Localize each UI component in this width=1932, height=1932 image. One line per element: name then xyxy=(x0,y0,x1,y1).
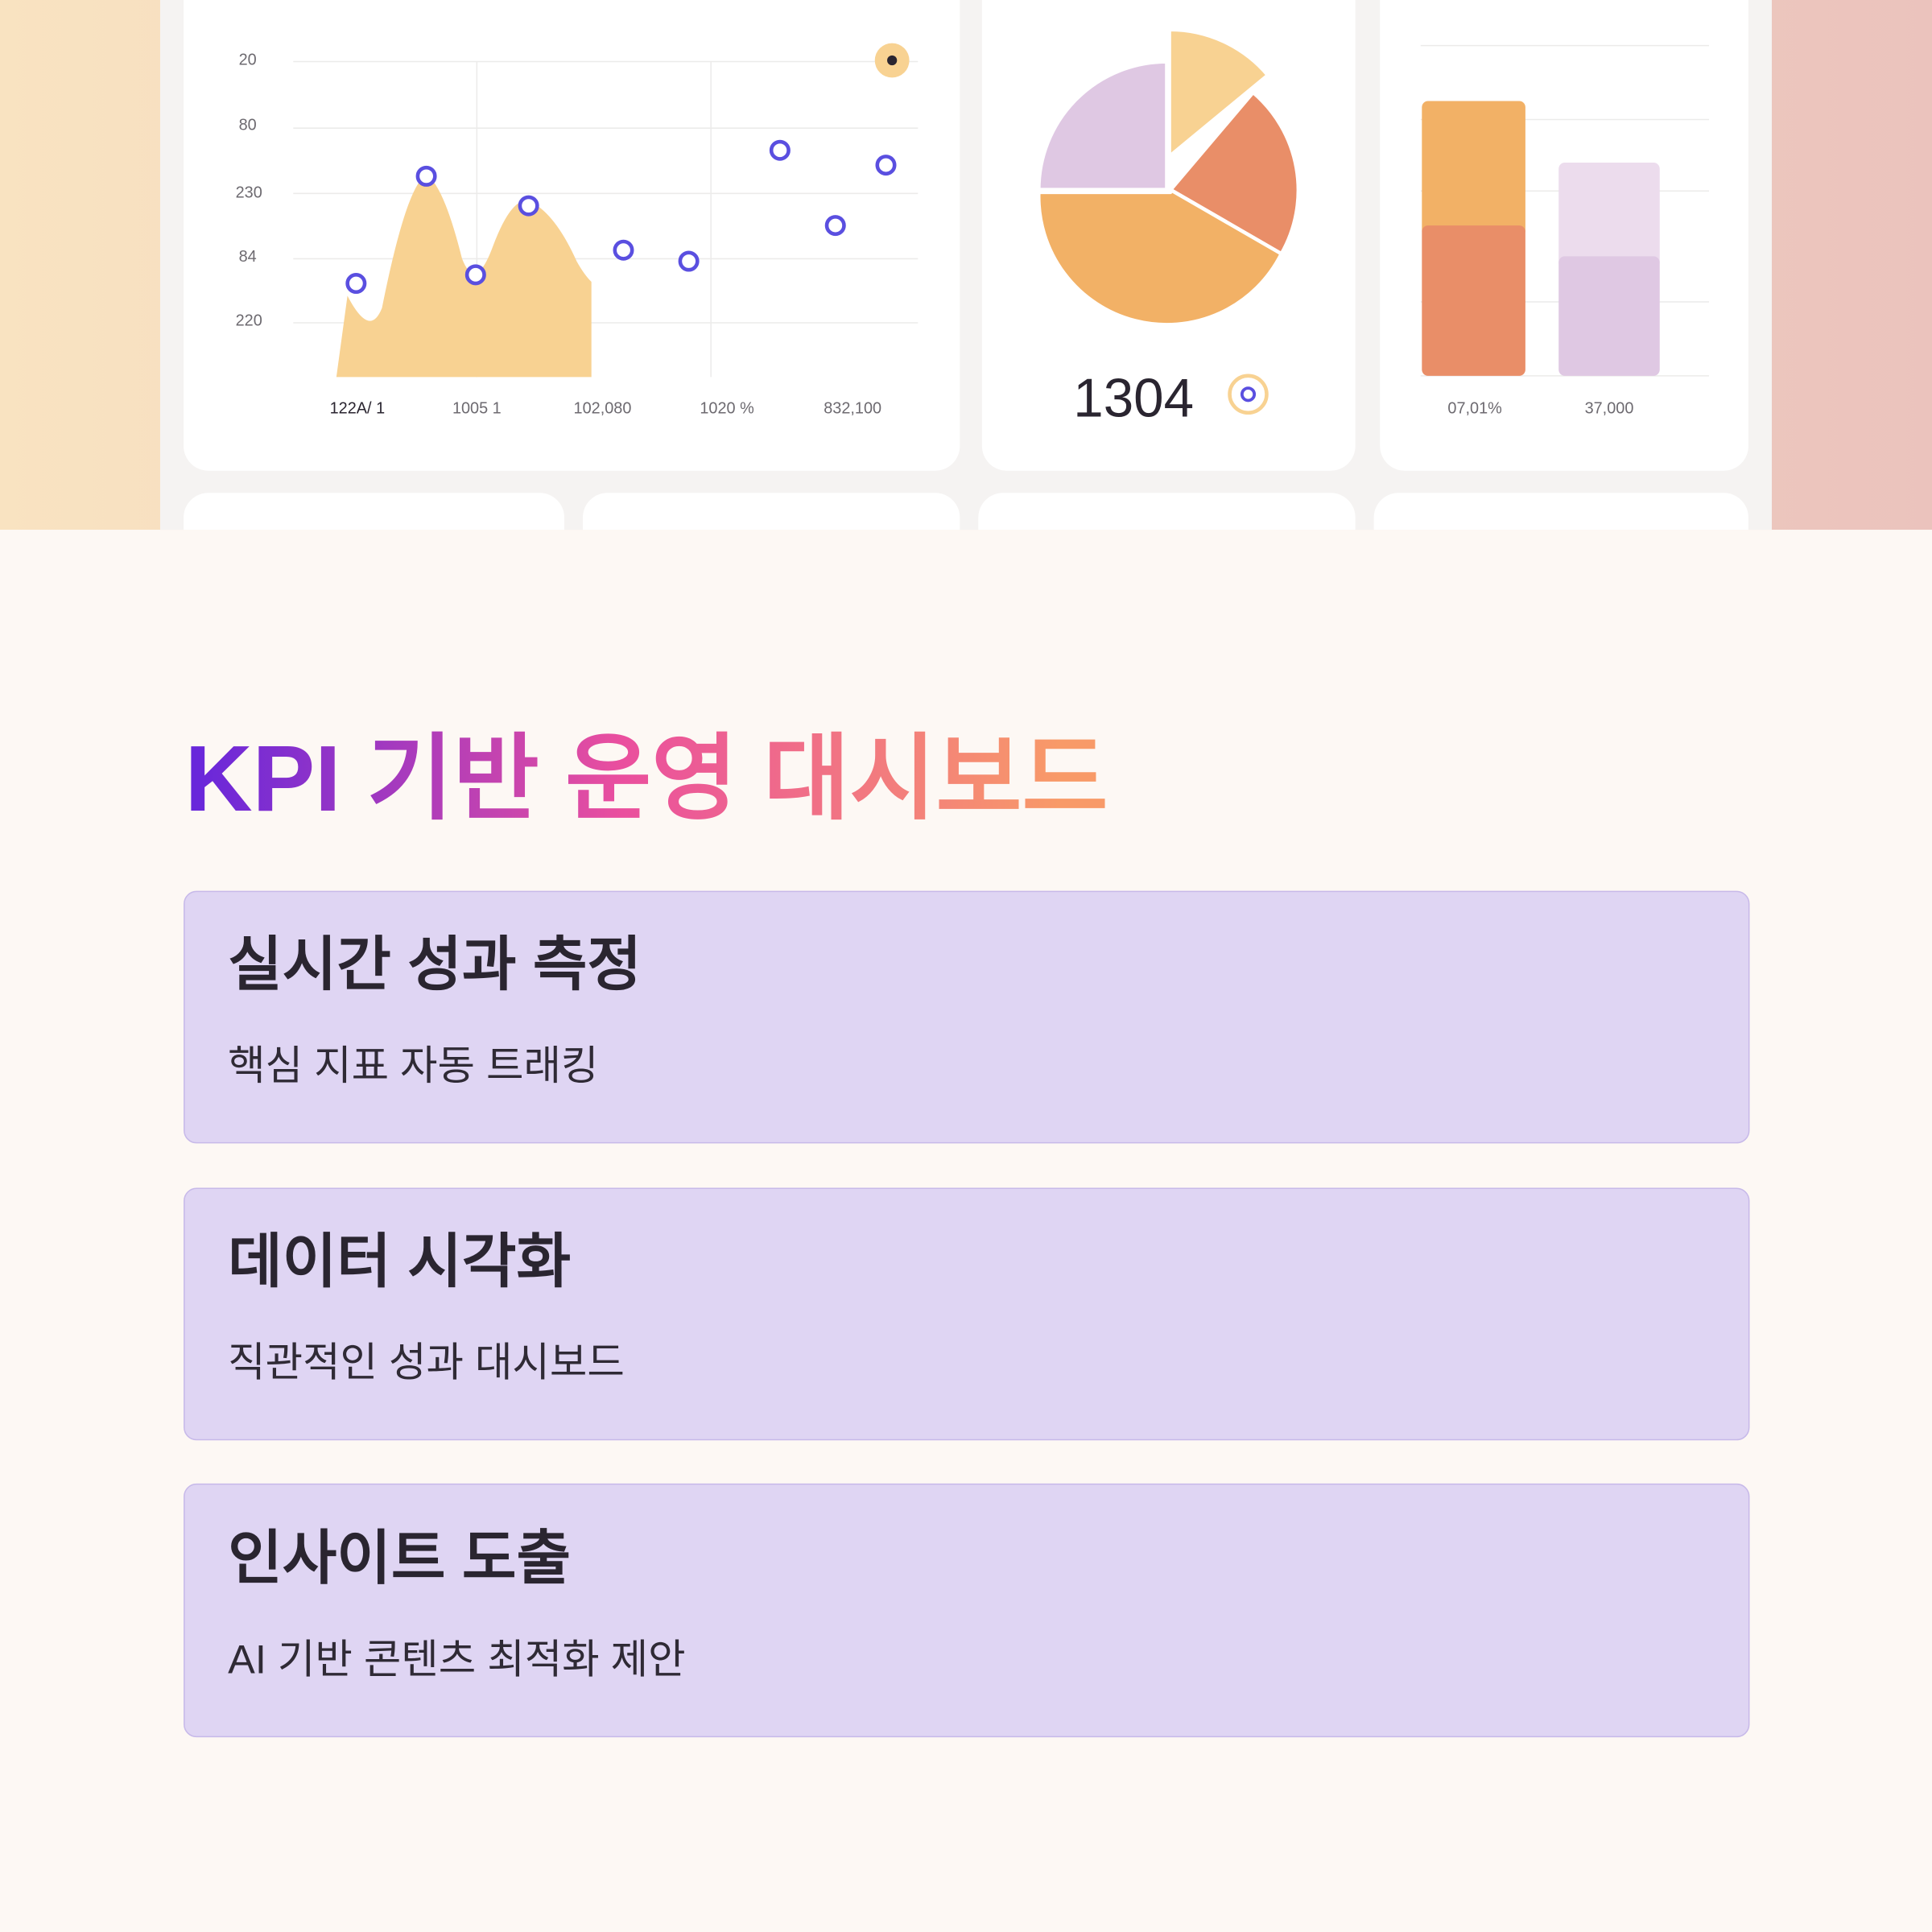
badge-icon xyxy=(887,55,898,66)
card xyxy=(978,493,1356,530)
pie-slice xyxy=(1037,60,1169,192)
point xyxy=(824,215,846,237)
point xyxy=(518,195,539,217)
card-background xyxy=(184,890,1750,1144)
point xyxy=(613,239,634,261)
pie-slice xyxy=(1167,27,1270,159)
y-label: 20 xyxy=(239,51,257,68)
bar-segment xyxy=(1422,225,1525,376)
bar-segment xyxy=(1558,256,1660,376)
feature-description: 직관적인 성과 대시보드 xyxy=(228,1340,625,1385)
y-label: 220 xyxy=(236,312,262,330)
point xyxy=(415,165,437,187)
point xyxy=(678,250,700,272)
card xyxy=(184,493,565,530)
area-segment xyxy=(336,175,592,378)
pie-chart-card: 1304 xyxy=(981,0,1356,471)
bar-chart-card: 07,01% 37,000 xyxy=(1380,0,1748,471)
x-label: 1005 1 xyxy=(452,399,502,417)
points xyxy=(345,139,897,295)
ring-icon xyxy=(1228,374,1269,415)
ring-icon-dot xyxy=(1240,386,1257,402)
page-title: KPI 기반 운영 대시보드 xyxy=(185,726,1108,831)
point xyxy=(769,139,791,161)
x-label: 07,01% xyxy=(1447,399,1501,417)
pie-value: 1304 xyxy=(1073,368,1194,428)
y-label: 80 xyxy=(239,116,257,134)
card-background xyxy=(184,1483,1750,1738)
x-label: 102,080 xyxy=(574,399,632,417)
x-label: 37,000 xyxy=(1585,399,1634,417)
feature-description: 핵심 지표 자동 트래킹 xyxy=(228,1042,598,1088)
line-chart-card: 20 80 230 84 220 122 xyxy=(184,0,960,471)
feature-card: 데이터 시각화 직관적인 성과 대시보드 xyxy=(184,1187,1750,1441)
feature-card: 실시간 성과 측정 핵심 지표 자동 트래킹 xyxy=(184,890,1750,1144)
feature-title: 인사이트 도출 xyxy=(228,1525,571,1591)
y-label: 230 xyxy=(236,184,262,202)
point xyxy=(464,264,486,286)
y-label: 84 xyxy=(239,248,257,266)
x-label: 122A/ 1 xyxy=(330,399,386,417)
point xyxy=(875,155,897,176)
feature-title: 실시간 성과 측정 xyxy=(228,931,642,997)
card-background xyxy=(184,1187,1750,1441)
pie xyxy=(1036,27,1301,327)
feature-card: 인사이트 도출 AI 기반 콘텐츠 최적화 제안 xyxy=(184,1483,1750,1738)
hero-image: 20 80 230 84 220 122 xyxy=(0,0,1932,530)
pie-slice xyxy=(1036,188,1284,327)
bar-segment xyxy=(1558,163,1660,269)
x-label: 1020 % xyxy=(700,399,753,417)
x-label: 832,100 xyxy=(824,399,881,417)
area xyxy=(336,144,918,378)
bar-segment xyxy=(1422,101,1525,237)
card xyxy=(1373,493,1748,530)
pie-slice xyxy=(1168,90,1301,256)
feature-description: AI 기반 콘텐츠 최적화 제안 xyxy=(228,1637,685,1682)
point xyxy=(345,273,367,295)
feature-title: 데이터 시각화 xyxy=(228,1228,571,1294)
card xyxy=(582,493,960,530)
